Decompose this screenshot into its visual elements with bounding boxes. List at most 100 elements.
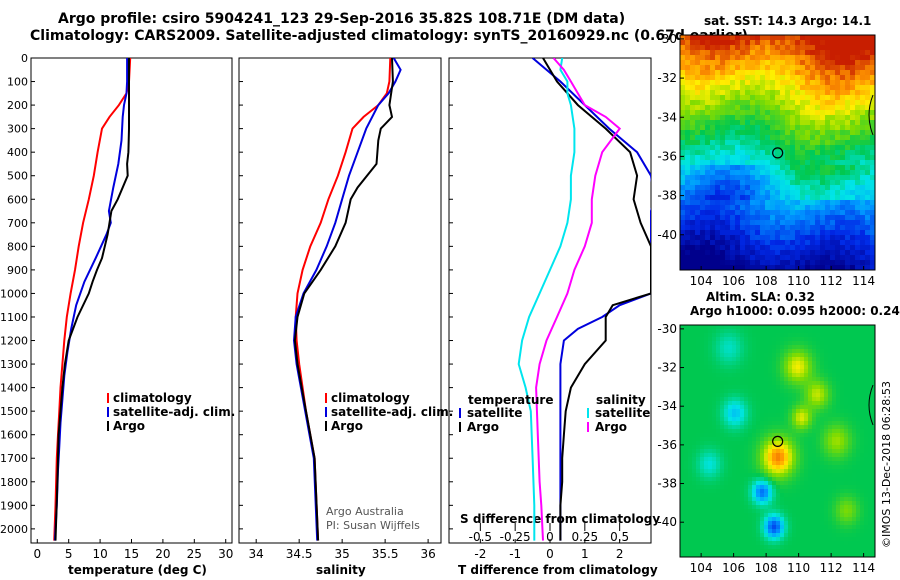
sst-map-cell [810, 50, 816, 56]
sla-map-cell [864, 453, 869, 458]
sst-map-cell [865, 235, 871, 241]
sla-map-cell [680, 541, 685, 546]
sla-map-cell [740, 369, 745, 374]
sla-map-cell [680, 361, 685, 366]
sla-map-cell [772, 377, 777, 382]
sst-map-cell [730, 55, 736, 61]
sla-map-cell [792, 529, 797, 534]
sla-map-cell [872, 433, 876, 438]
sla-map-cell [852, 525, 857, 530]
sla-map-cell [804, 385, 809, 390]
sla-map-cell [684, 449, 689, 454]
sst-map-cell [785, 150, 791, 156]
sla-map-cell [872, 553, 876, 558]
sst-map-cell [725, 225, 731, 231]
sla-map-cell [748, 525, 753, 530]
sla-map-cell [820, 385, 825, 390]
sla-map-cell [864, 345, 869, 350]
sla-map-cell [764, 441, 769, 446]
sst-map-cell [680, 175, 686, 181]
sst-map-cell [695, 205, 701, 211]
sst-map-cell [830, 170, 836, 176]
sla-map-cell [784, 521, 789, 526]
sst-map-cell [745, 115, 751, 121]
sst-map-cell [845, 230, 851, 236]
sla-map-cell [688, 469, 693, 474]
sla-map-cell [700, 521, 705, 526]
sla-map-cell [776, 537, 781, 542]
sla-map-cell [756, 489, 761, 494]
sla-map-cell [860, 453, 865, 458]
sla-map-cell [712, 505, 717, 510]
sla-map-cell [840, 353, 845, 358]
sla-map-cell [728, 345, 733, 350]
sst-map-cell [800, 175, 806, 181]
sla-map-cell [716, 521, 721, 526]
sla-map-cell [752, 345, 757, 350]
sla-map-cell [856, 365, 861, 370]
sla-map-cell [864, 333, 869, 338]
sst-map-cell [695, 170, 701, 176]
sla-map-cell [680, 345, 685, 350]
sst-map-cell [815, 90, 821, 96]
sla-map-cell [852, 449, 857, 454]
sst-map-cell [835, 140, 841, 146]
sst-map-cell [805, 240, 811, 246]
sst-map-cell [775, 200, 781, 206]
sla-map-cell [732, 385, 737, 390]
sst-map-cell [840, 185, 846, 191]
sst-map-cell [770, 240, 776, 246]
sst-map-cell [765, 100, 771, 106]
sst-map-cell [705, 230, 711, 236]
sla-map-cell [684, 421, 689, 426]
sla-map-cell [848, 345, 853, 350]
sla-map-cell [860, 437, 865, 442]
sst-map-cell [765, 90, 771, 96]
sla-map-cell [864, 553, 869, 558]
sst-map-cell [740, 105, 746, 111]
sla-map-cell [744, 405, 749, 410]
sla-map-cell [720, 525, 725, 530]
sla-map-cell [744, 381, 749, 386]
sla-map-cell [732, 377, 737, 382]
sla-map-cell [688, 421, 693, 426]
sst-map-cell [685, 210, 691, 216]
sla-map-cell [740, 413, 745, 418]
sla-map-cell [860, 329, 865, 334]
sst-map-cell [850, 215, 856, 221]
sla-map-cell [760, 545, 765, 550]
sla-map-cell [836, 361, 841, 366]
sst-map-cell [795, 120, 801, 126]
sst-map-cell [710, 170, 716, 176]
sla-map-cell [768, 353, 773, 358]
sla-map-cell [740, 401, 745, 406]
sst-map-cell [845, 225, 851, 231]
sla-map-cell [856, 397, 861, 402]
sla-map-cell [692, 537, 697, 542]
sst-map-cell [780, 225, 786, 231]
sst-map-cell [840, 90, 846, 96]
sla-map-cell [812, 529, 817, 534]
sla-map-cell [776, 533, 781, 538]
sla-map-cell [800, 541, 805, 546]
sst-map-cell [830, 100, 836, 106]
sla-map-cell [832, 481, 837, 486]
sla-map-cell [796, 545, 801, 550]
sla-map-cell [724, 329, 729, 334]
sla-map-cell [772, 485, 777, 490]
sla-map-cell [688, 453, 693, 458]
sla-map-cell [852, 421, 857, 426]
sla-map-cell [736, 509, 741, 514]
sla-map-cell [824, 445, 829, 450]
sla-map-cell [860, 545, 865, 550]
sst-map-cell [740, 265, 746, 271]
sla-map-cell [728, 329, 733, 334]
sla-map-cell [748, 353, 753, 358]
sla-map-cell [792, 329, 797, 334]
sst-map-cell [835, 215, 841, 221]
sst-map-cell [730, 155, 736, 161]
sst-map-cell [835, 125, 841, 131]
sla-map-cell [696, 409, 701, 414]
sst-map-cell [765, 180, 771, 186]
sst-map-cell [835, 150, 841, 156]
